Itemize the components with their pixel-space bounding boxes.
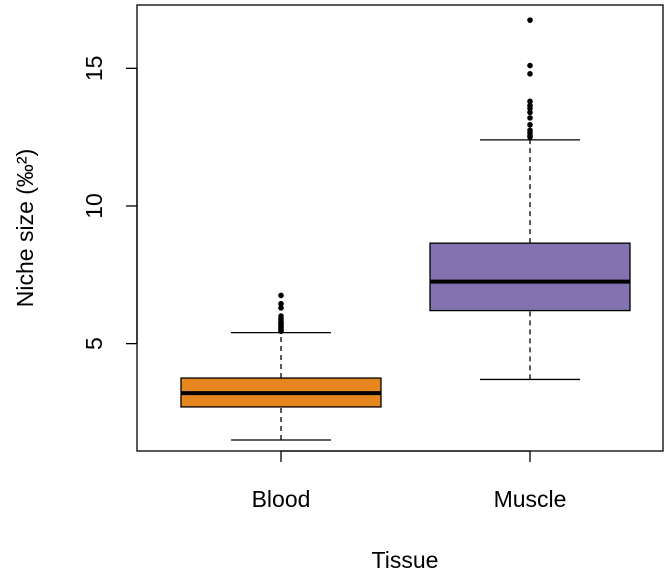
iqr-box <box>429 242 631 312</box>
y-axis-title: Niche size (‰²) <box>12 149 38 307</box>
outlier-point <box>527 121 533 128</box>
outlier-point <box>278 305 284 311</box>
outlier-point <box>527 102 533 109</box>
outlier-point <box>278 313 284 319</box>
x-axis: Blood Muscle <box>252 450 567 512</box>
y-axis: 5 10 15 <box>81 56 138 350</box>
outlier-point <box>527 109 533 116</box>
y-tick-label: 15 <box>81 56 107 82</box>
outlier-point <box>527 62 533 69</box>
outlier-point <box>527 71 533 77</box>
boxes <box>180 17 631 441</box>
box-group-blood <box>180 292 382 441</box>
outlier-point <box>278 292 284 299</box>
outlier-point <box>527 115 533 121</box>
y-tick-label: 10 <box>81 193 107 219</box>
x-axis-title: Tissue <box>372 547 439 573</box>
outlier-point <box>527 98 533 105</box>
outlier-point <box>278 300 284 307</box>
x-tick-label: Muscle <box>494 486 567 512</box>
x-tick-label: Blood <box>252 486 311 512</box>
outlier-point <box>527 17 533 23</box>
box-group-muscle <box>429 17 631 381</box>
outlier-point <box>527 127 533 134</box>
y-tick-label: 5 <box>81 337 107 350</box>
